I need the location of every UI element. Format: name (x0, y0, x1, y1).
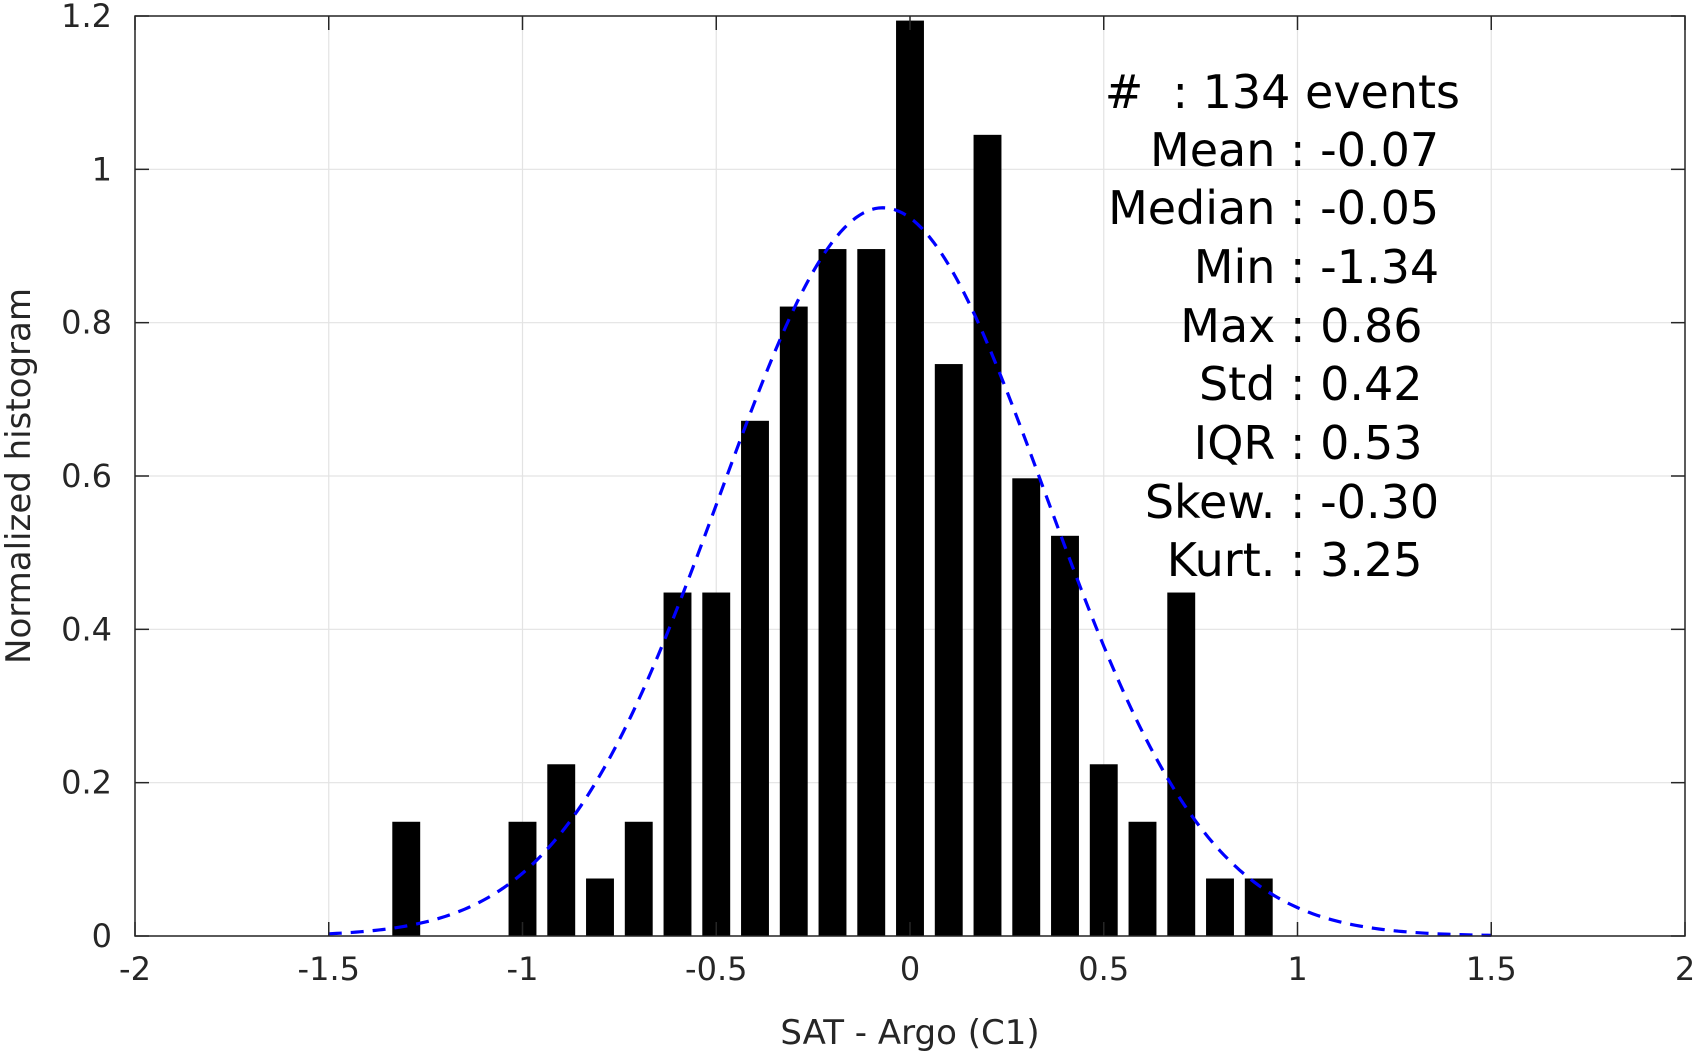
histogram-bar (1167, 592, 1196, 936)
x-tick-label: 0 (900, 950, 920, 988)
stat-line: # : 134 events (1105, 65, 1460, 119)
histogram-bar (1012, 478, 1041, 936)
y-tick-labels: 0 0.2 0.4 0.6 0.8 1 1.2 (61, 0, 112, 955)
y-tick-label: 0.2 (61, 764, 112, 802)
y-tick-label: 0.4 (61, 610, 112, 648)
y-tick-label: 1 (92, 150, 112, 188)
histogram-bar (896, 20, 924, 937)
histogram-bar (392, 821, 421, 936)
stat-line: Std : 0.42 (1199, 357, 1423, 411)
y-tick-label: 0.6 (61, 457, 112, 495)
plot-frame (134, 15, 1686, 937)
stat-line: Min : -1.34 (1194, 240, 1439, 294)
y-tick-label: 0.8 (61, 304, 112, 342)
stat-line: Kurt. : 3.25 (1167, 533, 1423, 587)
histogram-bar (1051, 535, 1079, 936)
stat-line: Median : -0.05 (1108, 181, 1439, 235)
x-tick-label: 1.5 (1466, 950, 1517, 988)
histogram-bar (702, 592, 731, 936)
histogram-bar (547, 764, 576, 936)
histogram-bar (818, 249, 847, 937)
stat-line: Max : 0.86 (1180, 299, 1422, 353)
x-tick-label: 1 (1287, 950, 1307, 988)
histogram-bar (934, 364, 963, 937)
histogram-bar (586, 878, 614, 936)
x-axis-title: SAT - Argo (C1) (780, 1013, 1039, 1053)
x-tick-labels: -2 -1.5 -1 -0.5 0 0.5 1 1.5 2 (119, 950, 1695, 988)
x-tick-label: -0.5 (685, 950, 747, 988)
y-axis-title: Normalized histogram (0, 288, 39, 664)
x-tick-label: -1 (507, 950, 539, 988)
histogram-bar (1089, 764, 1118, 936)
histogram-bar (1206, 878, 1234, 936)
stat-line: Mean : -0.07 (1150, 123, 1439, 177)
histogram-bar (741, 420, 769, 936)
x-tick-label: -1.5 (298, 950, 360, 988)
histogram-bar (624, 821, 653, 936)
x-tick-label: 0.5 (1078, 950, 1129, 988)
x-tick-label: -2 (119, 950, 151, 988)
stat-line: Skew. : -0.30 (1145, 475, 1439, 529)
histogram-bar (1244, 878, 1273, 936)
histogram-bar (779, 306, 808, 937)
histogram-bar (857, 249, 886, 937)
histogram-bar (1128, 821, 1157, 936)
stat-line: IQR : 0.53 (1194, 416, 1423, 470)
histogram-bar (973, 134, 1002, 937)
axes-frame (134, 15, 1686, 937)
y-tick-label: 0 (92, 917, 112, 955)
y-tick-label: 1.2 (61, 0, 112, 35)
x-tick-label: 2 (1675, 950, 1695, 988)
normal-fit-curve (328, 206, 1492, 937)
histogram-bar (508, 821, 537, 936)
histogram-bars (392, 20, 1273, 937)
histogram-bar (663, 592, 692, 936)
